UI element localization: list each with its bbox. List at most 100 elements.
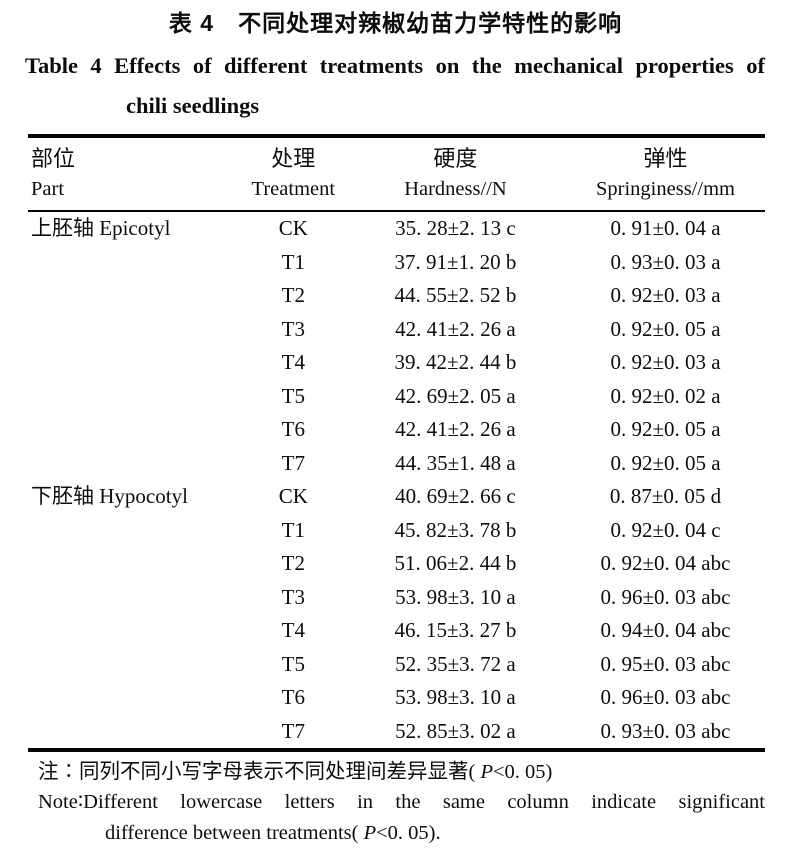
part-cell <box>28 413 242 447</box>
hardness-cell: 52. 85±3. 02 a <box>395 718 516 743</box>
part-cell <box>28 547 242 581</box>
table-row: T1 37. 91±1. 20 b 0. 93±0. 03 a <box>28 246 765 280</box>
part-cell <box>28 246 242 280</box>
note-en2-suffix: <0. 05). <box>376 822 441 844</box>
treatment-cell: T5 <box>281 383 305 408</box>
treatment-cell: T1 <box>281 249 305 274</box>
springiness-cell: 0. 93±0. 03 a <box>610 249 721 274</box>
header-treatment: 处理 Treatment <box>241 136 345 212</box>
note-en-line2: difference between treatments( P<0. 05). <box>38 818 765 849</box>
table-row: T1 45. 82±3. 78 b 0. 92±0. 04 c <box>28 514 765 548</box>
hardness-cell: 53. 98±3. 10 a <box>395 685 516 709</box>
springiness-cell: 0. 95±0. 03 abc <box>600 651 731 676</box>
note-zh-prefix: 注∶同列不同小写字母表示不同处理间差异显著( <box>38 761 481 783</box>
treatment-cell: CK <box>278 484 308 508</box>
springiness-cell: 0. 96±0. 03 abc <box>600 685 731 709</box>
header-treatment-zh: 处理 <box>271 146 316 171</box>
header-springiness-en: Springiness//mm <box>596 178 735 200</box>
part-cell <box>28 614 242 648</box>
results-table: 部位 Part 处理 Treatment 硬度 Hardness//N 弹性 S… <box>28 134 765 752</box>
note-zh: 注∶同列不同小写字母表示不同处理间差异显著( P<0. 05) <box>38 757 765 787</box>
header-part: 部位 Part <box>28 136 242 212</box>
springiness-cell: 0. 92±0. 03 a <box>610 283 721 307</box>
table-title-en-line2: chili seedlings <box>126 93 260 118</box>
part-cell <box>28 648 242 682</box>
table-row: T3 42. 41±2. 26 a 0. 92±0. 05 a <box>28 313 765 347</box>
header-hardness: 硬度 Hardness//N <box>344 136 566 212</box>
part-cell <box>28 447 242 481</box>
table-body: 上胚轴 Epicotyl CK 35. 28±2. 13 c 0. 91±0. … <box>28 211 765 750</box>
treatment-cell: T6 <box>281 417 305 441</box>
hardness-cell: 44. 55±2. 52 b <box>394 283 517 307</box>
note-en-line1: Note∶Different lowercase letters in the … <box>38 791 765 813</box>
note-zh-suffix: <0. 05) <box>492 761 553 783</box>
table-row: 上胚轴 Epicotyl CK 35. 28±2. 13 c 0. 91±0. … <box>28 211 765 246</box>
table-row: T2 51. 06±2. 44 b 0. 92±0. 04 abc <box>28 547 765 581</box>
springiness-cell: 0. 87±0. 05 d <box>609 484 722 508</box>
springiness-cell: 0. 92±0. 02 a <box>610 383 721 408</box>
hardness-cell: 53. 98±3. 10 a <box>395 584 516 609</box>
springiness-cell: 0. 94±0. 04 abc <box>600 618 731 642</box>
part-cell <box>28 313 242 347</box>
treatment-cell: T3 <box>281 316 305 341</box>
hardness-cell: 40. 69±2. 66 c <box>395 484 516 508</box>
springiness-cell: 0. 92±0. 04 abc <box>600 551 731 575</box>
springiness-cell: 0. 92±0. 04 c <box>610 517 721 542</box>
table-row: T3 53. 98±3. 10 a 0. 96±0. 03 abc <box>28 581 765 615</box>
table-notes: 注∶同列不同小写字母表示不同处理间差异显著( P<0. 05) Note∶Dif… <box>38 757 765 849</box>
treatment-cell: T1 <box>281 517 305 542</box>
header-part-en: Part <box>31 178 65 200</box>
treatment-cell: T4 <box>281 618 305 642</box>
springiness-cell: 0. 92±0. 05 a <box>610 450 721 475</box>
header-hardness-zh: 硬度 <box>433 146 478 171</box>
table-row: T2 44. 55±2. 52 b 0. 92±0. 03 a <box>28 279 765 313</box>
table-title-zh: 表 4 不同处理对辣椒幼苗力学特性的影响 <box>168 10 623 36</box>
table-row: T6 53. 98±3. 10 a 0. 96±0. 03 abc <box>28 681 765 715</box>
hardness-cell: 39. 42±2. 44 b <box>394 350 517 374</box>
hardness-cell: 42. 41±2. 26 a <box>395 316 516 341</box>
springiness-cell: 0. 96±0. 03 abc <box>600 584 731 609</box>
table-row: T5 42. 69±2. 05 a 0. 92±0. 02 a <box>28 380 765 414</box>
part-cell <box>28 380 242 414</box>
hardness-cell: 51. 06±2. 44 b <box>394 551 517 575</box>
table-row: T6 42. 41±2. 26 a 0. 92±0. 05 a <box>28 413 765 447</box>
treatment-cell: T7 <box>281 718 305 743</box>
treatment-cell: T2 <box>281 283 305 307</box>
note-en2-p-symbol: P <box>363 822 377 844</box>
treatment-cell: T3 <box>281 584 305 609</box>
springiness-cell: 0. 93±0. 03 abc <box>600 718 731 743</box>
springiness-cell: 0. 91±0. 04 a <box>610 216 721 240</box>
hardness-cell: 42. 41±2. 26 a <box>395 417 516 441</box>
treatment-cell: T7 <box>281 450 305 475</box>
hardness-cell: 44. 35±1. 48 a <box>395 450 516 475</box>
springiness-cell: 0. 92±0. 05 a <box>610 417 721 441</box>
part-cell <box>28 581 242 615</box>
hardness-cell: 37. 91±1. 20 b <box>394 249 517 274</box>
paper-page: 表 4 不同处理对辣椒幼苗力学特性的影响 Table 4 Effects of … <box>0 7 791 853</box>
treatment-cell: CK <box>278 216 308 240</box>
table-row: T7 52. 85±3. 02 a 0. 93±0. 03 abc <box>28 715 765 751</box>
treatment-cell: T2 <box>281 551 305 575</box>
table-row: T4 39. 42±2. 44 b 0. 92±0. 03 a <box>28 346 765 380</box>
springiness-cell: 0. 92±0. 03 a <box>610 350 721 374</box>
header-springiness-zh: 弹性 <box>643 146 688 171</box>
header-part-zh: 部位 <box>31 146 76 171</box>
part-cell <box>28 514 242 548</box>
table-row: T5 52. 35±3. 72 a 0. 95±0. 03 abc <box>28 648 765 682</box>
header-row: 部位 Part 处理 Treatment 硬度 Hardness//N 弹性 S… <box>28 136 765 212</box>
note-en2-prefix: difference between treatments( <box>105 822 364 844</box>
table-header: 部位 Part 处理 Treatment 硬度 Hardness//N 弹性 S… <box>28 136 765 212</box>
hardness-cell: 45. 82±3. 78 b <box>394 517 517 542</box>
treatment-cell: T5 <box>281 651 305 676</box>
hardness-cell: 42. 69±2. 05 a <box>395 383 516 408</box>
hardness-cell: 52. 35±3. 72 a <box>395 651 516 676</box>
hardness-cell: 46. 15±3. 27 b <box>394 618 517 642</box>
part-cell: 上胚轴 Epicotyl <box>31 216 171 240</box>
part-cell: 下胚轴 Hypocotyl <box>31 484 188 508</box>
table-title-en-line1: Table 4 Effects of different treatments … <box>25 53 765 78</box>
header-springiness: 弹性 Springiness//mm <box>565 136 765 212</box>
part-cell <box>28 715 242 751</box>
header-hardness-en: Hardness//N <box>404 178 507 200</box>
springiness-cell: 0. 92±0. 05 a <box>610 316 721 341</box>
treatment-cell: T6 <box>281 685 305 709</box>
